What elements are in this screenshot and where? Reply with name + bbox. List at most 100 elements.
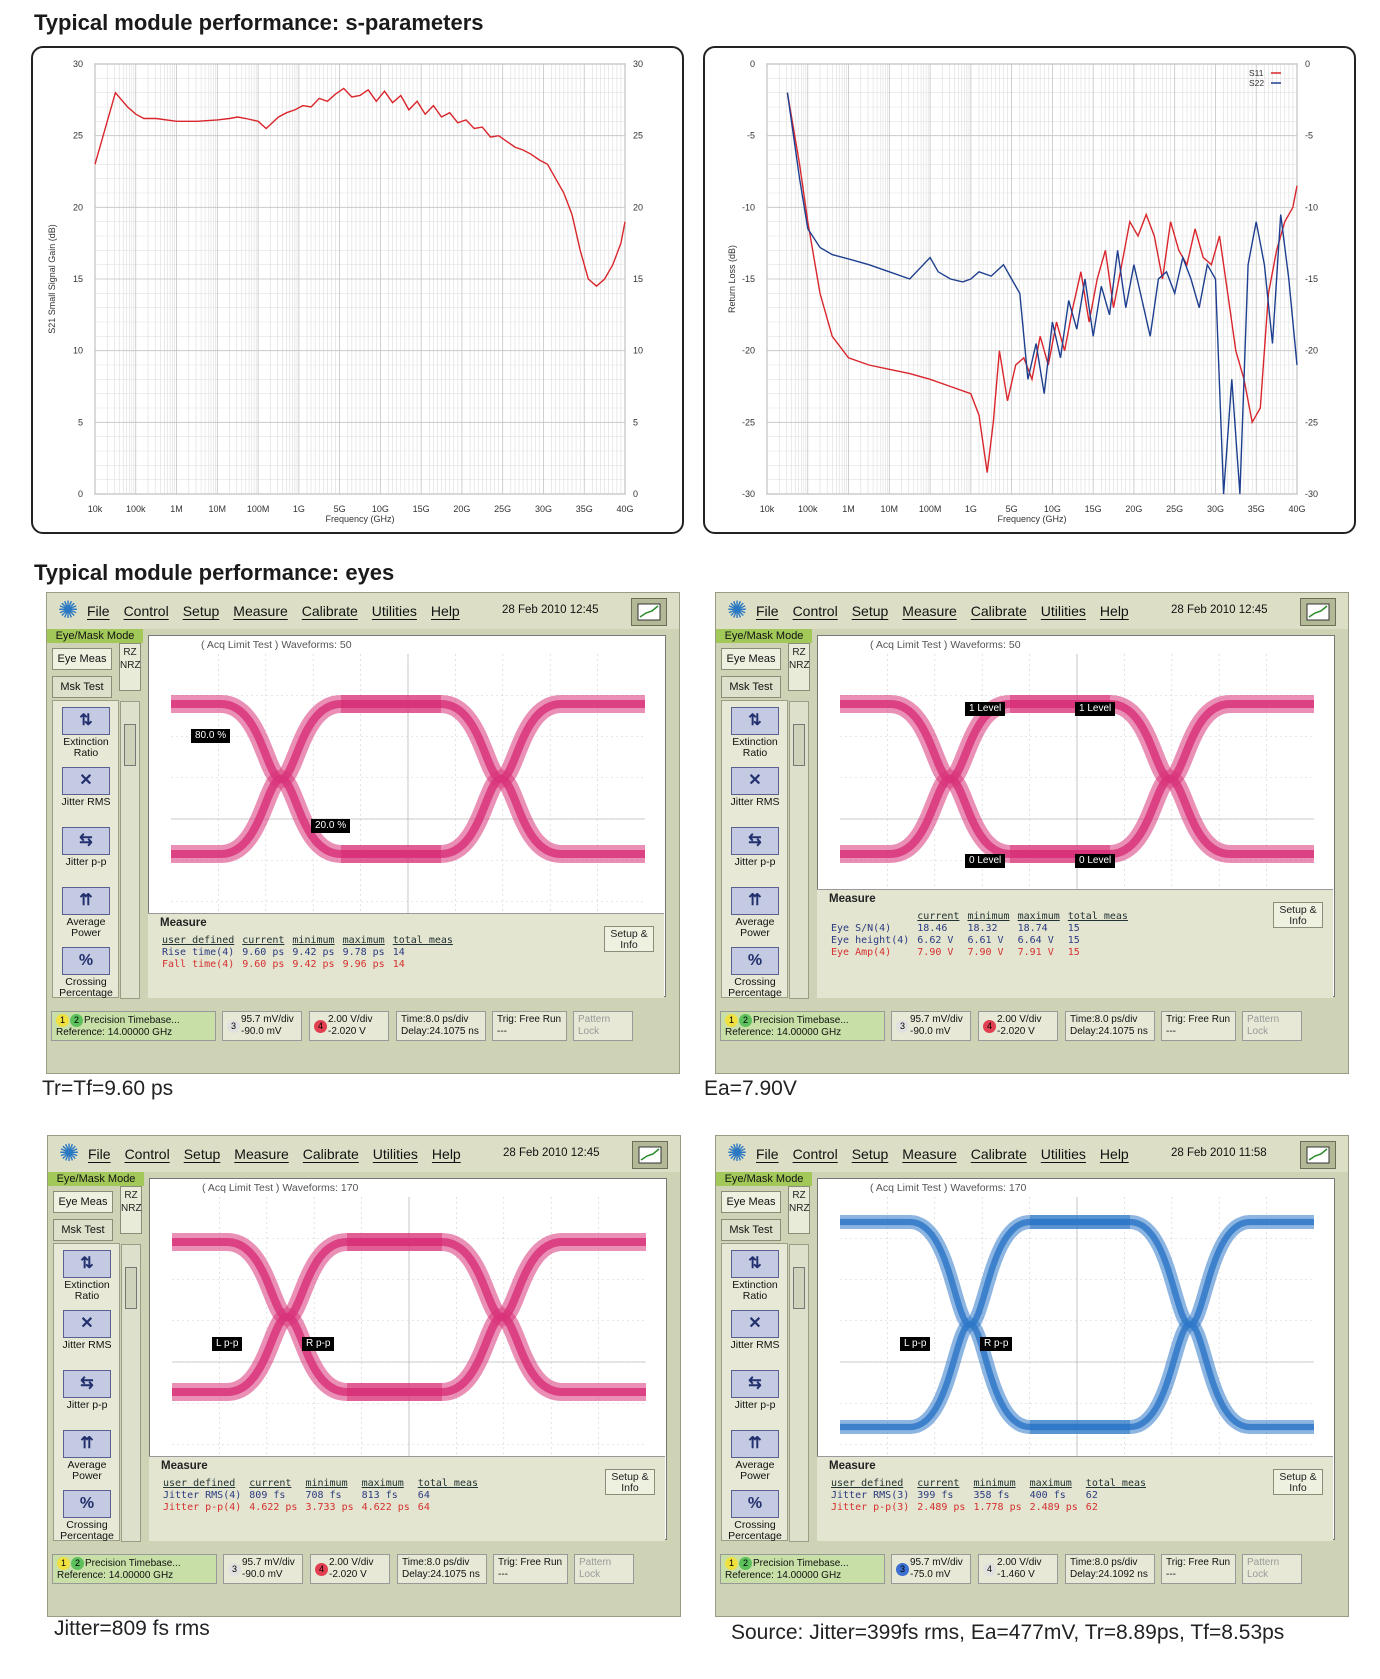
tool-average-power[interactable]: ⇈ Average Power bbox=[725, 1430, 785, 1482]
setup-info-button[interactable]: Setup & Info bbox=[1273, 1469, 1323, 1495]
eye-meas-button[interactable]: Eye Meas bbox=[721, 1191, 781, 1213]
menu-item-utilities[interactable]: Utilities bbox=[1040, 603, 1086, 619]
pattern-lock-button[interactable]: Pattern Lock bbox=[1242, 1554, 1302, 1584]
rz-nrz-toggle[interactable]: RZ NRZ bbox=[119, 643, 141, 691]
menu-item-setup[interactable]: Setup bbox=[183, 1146, 221, 1162]
menu-item-measure[interactable]: Measure bbox=[902, 1146, 957, 1162]
pattern-lock-button[interactable]: Pattern Lock bbox=[1242, 1011, 1302, 1041]
tool-average-power[interactable]: ⇈ Average Power bbox=[725, 887, 785, 939]
pattern-lock-button[interactable]: Pattern Lock bbox=[573, 1011, 633, 1041]
measure-title[interactable]: Measure bbox=[160, 917, 207, 929]
tool-crossing-percentage[interactable]: % Crossing Percentage bbox=[725, 1490, 785, 1542]
channel-4-box[interactable]: 4 2.00 V/div -1.460 V bbox=[978, 1554, 1058, 1584]
tool-jitter-rms[interactable]: ✕ Jitter RMS bbox=[725, 767, 785, 808]
timebase-box[interactable]: 1 2 Precision Timebase... Reference: 14.000… bbox=[51, 1011, 216, 1041]
scroll-thumb[interactable] bbox=[793, 1267, 805, 1309]
rz-nrz-toggle[interactable]: RZ NRZ bbox=[788, 1186, 810, 1234]
tool-jitter-p-p[interactable]: ⇆ Jitter p-p bbox=[57, 1370, 117, 1411]
setup-info-button[interactable]: Setup & Info bbox=[604, 926, 654, 952]
tool-jitter-rms[interactable]: ✕ Jitter RMS bbox=[57, 1310, 117, 1351]
eye-meas-button[interactable]: Eye Meas bbox=[721, 648, 781, 670]
menu-item-setup[interactable]: Setup bbox=[851, 603, 889, 619]
tool-jitter-p-p[interactable]: ⇆ Jitter p-p bbox=[725, 1370, 785, 1411]
channel-3-box[interactable]: 3 95.7 mV/div -90.0 mV bbox=[222, 1011, 302, 1041]
eye-meas-button[interactable]: Eye Meas bbox=[53, 1191, 113, 1213]
scroll-thumb[interactable] bbox=[125, 1267, 137, 1309]
menu-item-measure[interactable]: Measure bbox=[233, 603, 288, 619]
menu-item-help[interactable]: Help bbox=[1099, 1146, 1129, 1162]
menu-item-help[interactable]: Help bbox=[430, 603, 460, 619]
tool-crossing-percentage[interactable]: % Crossing Percentage bbox=[56, 947, 116, 999]
tool-average-power[interactable]: ⇈ Average Power bbox=[57, 1430, 117, 1482]
menu-item-utilities[interactable]: Utilities bbox=[371, 603, 417, 619]
channel-3-box[interactable]: 3 95.7 mV/div -75.0 mV bbox=[891, 1554, 971, 1584]
menu-item-setup[interactable]: Setup bbox=[182, 603, 220, 619]
menu-item-utilities[interactable]: Utilities bbox=[372, 1146, 418, 1162]
menu-item-control[interactable]: Control bbox=[792, 603, 838, 619]
menu-item-calibrate[interactable]: Calibrate bbox=[302, 1146, 359, 1162]
menu-item-file[interactable]: File bbox=[87, 603, 110, 619]
menu-item-control[interactable]: Control bbox=[124, 1146, 170, 1162]
measure-title[interactable]: Measure bbox=[829, 1460, 876, 1472]
tool-extinction-ratio[interactable]: ⇅ Extinction Ratio bbox=[725, 1250, 785, 1302]
msk-test-button[interactable]: Msk Test bbox=[53, 1219, 113, 1241]
toolbar-scrollbar[interactable] bbox=[789, 701, 809, 999]
eye-meas-button[interactable]: Eye Meas bbox=[52, 648, 112, 670]
time-box[interactable]: Time:8.0 ps/div Delay:24.1075 ns bbox=[1065, 1011, 1155, 1041]
menu-item-control[interactable]: Control bbox=[123, 603, 169, 619]
tool-crossing-percentage[interactable]: % Crossing Percentage bbox=[57, 1490, 117, 1542]
setup-info-button[interactable]: Setup & Info bbox=[605, 1469, 655, 1495]
menu-item-measure[interactable]: Measure bbox=[902, 603, 957, 619]
display-icon[interactable] bbox=[632, 1141, 668, 1169]
timebase-box[interactable]: 1 2 Precision Timebase... Reference: 14.000… bbox=[720, 1011, 885, 1041]
tool-jitter-p-p[interactable]: ⇆ Jitter p-p bbox=[725, 827, 785, 868]
tool-extinction-ratio[interactable]: ⇅ Extinction Ratio bbox=[56, 707, 116, 759]
tool-extinction-ratio[interactable]: ⇅ Extinction Ratio bbox=[57, 1250, 117, 1302]
measure-title[interactable]: Measure bbox=[829, 893, 876, 905]
tool-average-power[interactable]: ⇈ Average Power bbox=[56, 887, 116, 939]
channel-4-box[interactable]: 4 2.00 V/div -2.020 V bbox=[978, 1011, 1058, 1041]
display-icon[interactable] bbox=[1300, 598, 1336, 626]
display-icon[interactable] bbox=[631, 598, 667, 626]
menu-item-control[interactable]: Control bbox=[792, 1146, 838, 1162]
tool-jitter-p-p[interactable]: ⇆ Jitter p-p bbox=[56, 827, 116, 868]
menu-item-setup[interactable]: Setup bbox=[851, 1146, 889, 1162]
display-icon[interactable] bbox=[1300, 1141, 1336, 1169]
menu-item-help[interactable]: Help bbox=[1099, 603, 1129, 619]
menu-item-calibrate[interactable]: Calibrate bbox=[970, 1146, 1027, 1162]
rz-nrz-toggle[interactable]: RZ NRZ bbox=[120, 1186, 142, 1234]
menu-item-file[interactable]: File bbox=[88, 1146, 111, 1162]
msk-test-button[interactable]: Msk Test bbox=[721, 1219, 781, 1241]
menu-item-calibrate[interactable]: Calibrate bbox=[970, 603, 1027, 619]
channel-3-box[interactable]: 3 95.7 mV/div -90.0 mV bbox=[223, 1554, 303, 1584]
scroll-thumb[interactable] bbox=[793, 724, 805, 766]
pattern-lock-button[interactable]: Pattern Lock bbox=[574, 1554, 634, 1584]
trigger-box[interactable]: Trig: Free Run --- bbox=[492, 1011, 567, 1041]
trigger-box[interactable]: Trig: Free Run --- bbox=[493, 1554, 568, 1584]
channel-3-box[interactable]: 3 95.7 mV/div -90.0 mV bbox=[891, 1011, 971, 1041]
timebase-box[interactable]: 1 2 Precision Timebase... Reference: 14.000… bbox=[52, 1554, 217, 1584]
channel-4-box[interactable]: 4 2.00 V/div -2.020 V bbox=[310, 1554, 390, 1584]
menu-item-file[interactable]: File bbox=[756, 603, 779, 619]
time-box[interactable]: Time:8.0 ps/div Delay:24.1092 ns bbox=[1065, 1554, 1155, 1584]
trigger-box[interactable]: Trig: Free Run --- bbox=[1161, 1554, 1236, 1584]
tool-jitter-rms[interactable]: ✕ Jitter RMS bbox=[56, 767, 116, 808]
toolbar-scrollbar[interactable] bbox=[789, 1244, 809, 1542]
msk-test-button[interactable]: Msk Test bbox=[52, 676, 112, 698]
menu-item-utilities[interactable]: Utilities bbox=[1040, 1146, 1086, 1162]
channel-4-box[interactable]: 4 2.00 V/div -2.020 V bbox=[309, 1011, 389, 1041]
tool-crossing-percentage[interactable]: % Crossing Percentage bbox=[725, 947, 785, 999]
menu-item-calibrate[interactable]: Calibrate bbox=[301, 603, 358, 619]
time-box[interactable]: Time:8.0 ps/div Delay:24.1075 ns bbox=[396, 1011, 486, 1041]
rz-nrz-toggle[interactable]: RZ NRZ bbox=[788, 643, 810, 691]
measure-title[interactable]: Measure bbox=[161, 1460, 208, 1472]
tool-jitter-rms[interactable]: ✕ Jitter RMS bbox=[725, 1310, 785, 1351]
toolbar-scrollbar[interactable] bbox=[121, 1244, 141, 1542]
msk-test-button[interactable]: Msk Test bbox=[721, 676, 781, 698]
setup-info-button[interactable]: Setup & Info bbox=[1273, 902, 1323, 928]
toolbar-scrollbar[interactable] bbox=[120, 701, 140, 999]
scroll-thumb[interactable] bbox=[124, 724, 136, 766]
menu-item-help[interactable]: Help bbox=[431, 1146, 461, 1162]
timebase-box[interactable]: 1 2 Precision Timebase... Reference: 14.000… bbox=[720, 1554, 885, 1584]
time-box[interactable]: Time:8.0 ps/div Delay:24.1075 ns bbox=[397, 1554, 487, 1584]
